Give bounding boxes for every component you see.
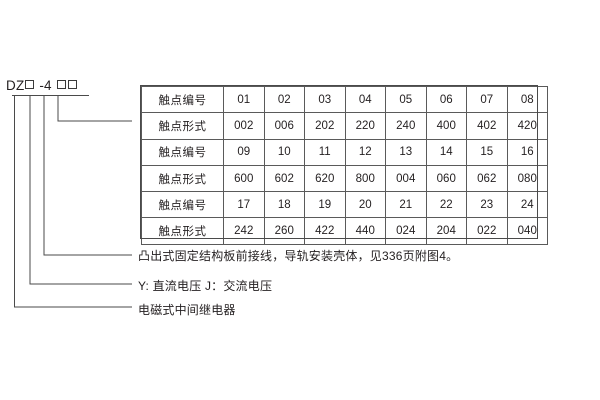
table-cell: 060	[425, 164, 467, 193]
table-cell: 01	[223, 85, 265, 114]
model-code-box-2	[56, 80, 66, 89]
table-cell: 12	[344, 138, 386, 166]
table-row: 触点编号 17 18 19 20 21 22 23 24	[141, 191, 548, 219]
table-cell: 022	[466, 217, 508, 245]
model-code-middle: -4	[39, 78, 52, 93]
table-cell: 19	[304, 191, 346, 219]
model-code-text: DZ -4	[6, 79, 78, 93]
table-cell: 202	[304, 112, 346, 140]
model-code: DZ -4	[6, 79, 78, 93]
table-cell: 07	[466, 85, 508, 114]
table-cell: 09	[223, 138, 265, 166]
row-label: 触点形式	[141, 217, 224, 245]
table-cell: 080	[506, 164, 548, 193]
table-row: 触点编号 09 10 11 12 13 14 15 16	[141, 138, 548, 166]
annotation-structure-wiring: 凸出式固定结构板前接线，导轨安装壳体，见336页附图4。	[138, 249, 459, 263]
table-cell: 05	[385, 85, 427, 114]
row-label: 触点编号	[141, 138, 224, 166]
table-cell: 260	[263, 217, 305, 245]
leader-to-note-1	[43, 104, 132, 256]
table-cell: 800	[344, 164, 386, 193]
table-cell: 03	[304, 85, 346, 114]
table-cell: 240	[385, 112, 427, 140]
table-cell: 11	[304, 138, 346, 166]
table-cell: 004	[385, 164, 427, 193]
table-cell: 440	[344, 217, 386, 245]
table-cell: 602	[263, 164, 305, 193]
table-cell: 21	[385, 191, 427, 219]
table-cell: 620	[304, 164, 346, 193]
annotation-relay-type: 电磁式中间继电器	[138, 303, 236, 317]
table-cell: 16	[506, 138, 548, 166]
table-cell: 24	[506, 191, 548, 219]
row-label: 触点形式	[141, 164, 224, 193]
table-cell: 13	[385, 138, 427, 166]
leader-to-note-2	[29, 104, 132, 285]
table-cell: 600	[223, 164, 265, 193]
table-cell: 10	[263, 138, 305, 166]
table-cell: 002	[223, 112, 265, 140]
table-cell: 420	[506, 112, 548, 140]
table-body: 触点编号 01 02 03 04 05 06 07 08 触点形式 002 00…	[141, 85, 548, 245]
table-cell: 22	[425, 191, 467, 219]
table-cell: 242	[223, 217, 265, 245]
model-code-box-3	[67, 80, 77, 89]
table-row: 触点编号 01 02 03 04 05 06 07 08	[141, 85, 548, 114]
annotation-voltage-type: Y: 直流电压 J：交流电压	[138, 279, 273, 293]
table-cell: 17	[223, 191, 265, 219]
table-cell: 18	[263, 191, 305, 219]
table-cell: 400	[425, 112, 467, 140]
table-cell: 08	[506, 85, 548, 114]
table-cell: 14	[425, 138, 467, 166]
row-label: 触点编号	[141, 85, 224, 114]
table-cell: 006	[263, 112, 305, 140]
table-row: 触点形式 242 260 422 440 024 204 022 040	[141, 217, 548, 245]
leader-to-note-3	[13, 104, 132, 308]
table-cell: 06	[425, 85, 467, 114]
table-row: 触点形式 600 602 620 800 004 060 062 080	[141, 164, 548, 193]
model-code-box-1	[25, 80, 35, 89]
table-row: 触点形式 002 006 202 220 240 400 402 420	[141, 112, 548, 140]
table-cell: 402	[466, 112, 508, 140]
table-cell: 02	[263, 85, 305, 114]
table-cell: 024	[385, 217, 427, 245]
table-cell: 20	[344, 191, 386, 219]
contact-table: 触点编号 01 02 03 04 05 06 07 08 触点形式 002 00…	[141, 85, 548, 245]
table-cell: 220	[344, 112, 386, 140]
row-label: 触点编号	[141, 191, 224, 219]
table-cell: 204	[425, 217, 467, 245]
table-cell: 422	[304, 217, 346, 245]
table-cell: 062	[466, 164, 508, 193]
row-label: 触点形式	[141, 112, 224, 140]
table-cell: 15	[466, 138, 508, 166]
model-code-prefix: DZ	[6, 78, 25, 93]
leader-to-table	[57, 104, 132, 122]
table-cell: 23	[466, 191, 508, 219]
table-cell: 04	[344, 85, 386, 114]
table-cell: 040	[506, 217, 548, 245]
